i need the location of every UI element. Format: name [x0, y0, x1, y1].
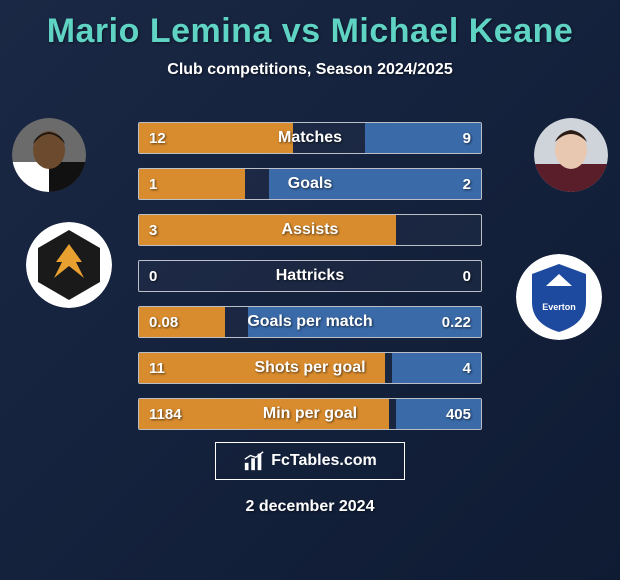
stat-row: Goals12: [138, 168, 482, 200]
bar-fill-left: [139, 215, 396, 245]
chart-icon: [243, 450, 265, 472]
stat-row: Shots per goal114: [138, 352, 482, 384]
bar-fill-left: [139, 353, 385, 383]
stat-row: Matches129: [138, 122, 482, 154]
stat-value-right: 405: [446, 399, 471, 429]
avatar-left-svg: [12, 118, 86, 192]
comparison-bars: Matches129Goals12Assists3Hattricks00Goal…: [138, 122, 482, 444]
club-right-badge: Everton: [516, 254, 602, 340]
stat-row: Min per goal1184405: [138, 398, 482, 430]
footer-brand-box: FcTables.com: [215, 442, 405, 480]
stat-row: Goals per match0.080.22: [138, 306, 482, 338]
svg-text:Everton: Everton: [542, 302, 576, 312]
stat-row: Hattricks0 0: [138, 260, 482, 292]
club-right-svg: Everton: [516, 254, 602, 340]
bar-fill-right: [269, 169, 481, 199]
stat-value-right: 0: [463, 261, 471, 291]
footer-date: 2 december 2024: [0, 498, 620, 516]
club-left-svg: [26, 222, 112, 308]
club-left-badge: [26, 222, 112, 308]
stat-value-right: 9: [463, 123, 471, 153]
subtitle: Club competitions, Season 2024/2025: [0, 61, 620, 79]
player-right-avatar: [534, 118, 608, 192]
page-title: Mario Lemina vs Michael Keane: [0, 0, 620, 51]
footer-brand-text: FcTables.com: [271, 452, 377, 470]
stat-value-left: 0: [149, 261, 157, 291]
player-left-avatar: [12, 118, 86, 192]
stat-value-right: 0.22: [442, 307, 471, 337]
stat-value-left: 3: [149, 215, 157, 245]
stat-value-left: 1184: [149, 399, 182, 429]
avatar-right-svg: [534, 118, 608, 192]
stat-label: Hattricks: [139, 261, 481, 291]
stat-value-left: 0.08: [149, 307, 178, 337]
stat-row: Assists3: [138, 214, 482, 246]
stat-value-right: 2: [463, 169, 471, 199]
stat-value-right: 4: [463, 353, 471, 383]
stat-value-left: 1: [149, 169, 157, 199]
stat-value-left: 11: [149, 353, 165, 383]
stat-value-left: 12: [149, 123, 166, 153]
